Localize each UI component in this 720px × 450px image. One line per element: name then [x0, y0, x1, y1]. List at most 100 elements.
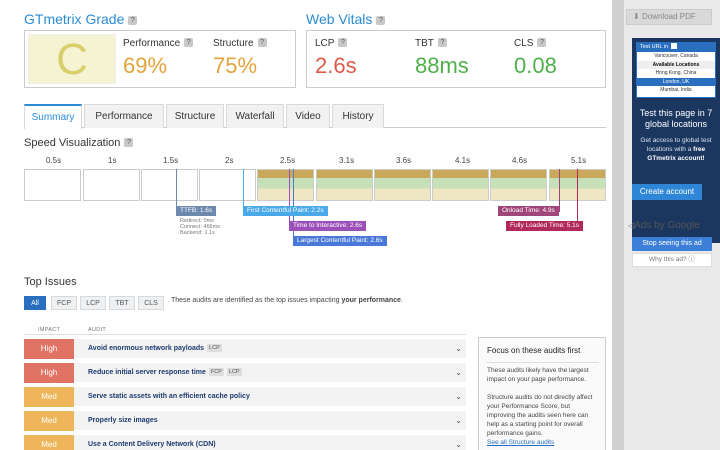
- lcp-line: [293, 169, 294, 237]
- fully-loaded-tag: Fully Loaded Time: 5.1s: [506, 221, 584, 231]
- issue-row[interactable]: High Reduce initial server response time…: [24, 363, 466, 383]
- chevron-down-icon[interactable]: ⌄: [455, 440, 462, 449]
- preview-row: Hong Kong, China: [655, 70, 697, 76]
- preview-row: Vancouver, Canada: [654, 53, 698, 59]
- time-tick: 0.5s: [46, 156, 62, 165]
- help-icon[interactable]: ?: [128, 16, 138, 25]
- promo-text: Get access to global test locations with…: [636, 136, 716, 163]
- impact-badge: High: [24, 339, 74, 359]
- ads-by-label: Ads by Google: [634, 220, 700, 231]
- issue-row[interactable]: Med Properly size images ⌄: [24, 411, 466, 431]
- ttfb-detail: Connect: 466ms: [180, 224, 221, 230]
- filmstrip-frame: [141, 169, 198, 201]
- filter-fcp[interactable]: FCP: [51, 296, 77, 310]
- lcp-value: 2.6s: [315, 53, 357, 78]
- tab-history[interactable]: History: [332, 104, 384, 128]
- stop-seeing-ad-button[interactable]: Stop seeing this ad: [632, 237, 712, 251]
- filmstrip-screenshot: [374, 169, 431, 201]
- tbt-metric: TBT? 88ms: [415, 38, 469, 79]
- metric-tag: FCP: [208, 368, 224, 376]
- filter-all[interactable]: All: [24, 296, 46, 310]
- tbt-label: TBT: [415, 38, 434, 49]
- scrollbar-track[interactable]: [612, 0, 624, 450]
- ads-by-google: ◁Ads by Google: [628, 220, 700, 231]
- time-tick: 3.6s: [396, 156, 412, 165]
- fcp-tag: First Contentful Paint: 2.2s: [243, 206, 328, 216]
- help-icon[interactable]: ?: [437, 38, 447, 47]
- time-tick: 2.5s: [280, 156, 296, 165]
- onload-tag: Onload Time: 4.9s: [498, 206, 559, 216]
- ttfb-tag: TTFB: 1.6s: [176, 206, 217, 216]
- impact-badge: Med: [24, 411, 74, 431]
- structure-label: Structure: [213, 38, 254, 49]
- lcp-label: LCP: [315, 38, 335, 49]
- audit-title: Properly size images: [88, 417, 158, 424]
- locations-preview: Test URL in Vancouver, Canada Available …: [636, 42, 716, 98]
- grade-card: C Performance? 69% Structure? 75%: [24, 30, 296, 88]
- help-icon[interactable]: ?: [537, 38, 547, 47]
- create-account-button[interactable]: Create account: [632, 184, 702, 200]
- promo-ad[interactable]: Test URL in Vancouver, Canada Available …: [632, 38, 720, 243]
- cls-value: 0.08: [514, 53, 557, 78]
- preview-row: Available Locations: [637, 60, 715, 69]
- lcp-tag: Largest Contentful Paint: 2.6s: [293, 236, 387, 246]
- why-this-ad-button[interactable]: Why this ad? ⓘ: [632, 253, 712, 267]
- speed-heading: Speed Visualization?: [24, 137, 134, 149]
- audit-title: Use a Content Delivery Network (CDN): [88, 441, 216, 448]
- time-tick: 4.1s: [455, 156, 471, 165]
- preview-row: Mumbai, India: [660, 87, 692, 93]
- chevron-down-icon[interactable]: ⌄: [455, 392, 462, 401]
- issue-row[interactable]: Med Serve static assets with an efficien…: [24, 387, 466, 407]
- lcp-metric: LCP? 2.6s: [315, 38, 357, 79]
- table-divider: [24, 334, 466, 335]
- tti-tag: Time to Interactive: 2.6s: [289, 221, 367, 231]
- help-icon[interactable]: ?: [257, 38, 267, 47]
- issue-row[interactable]: Med Use a Content Delivery Network (CDN)…: [24, 435, 466, 450]
- filmstrip-frame: [199, 169, 256, 201]
- time-tick: 4.6s: [512, 156, 528, 165]
- download-label: Download PDF: [641, 12, 696, 21]
- sidebar: ⬇ Download PDF Test URL in Vancouver, Ca…: [624, 0, 720, 450]
- filmstrip-screenshot: [316, 169, 373, 201]
- time-tick: 1s: [108, 156, 117, 165]
- issues-note-bold: your performance: [341, 297, 401, 304]
- chevron-down-icon[interactable]: ⌄: [455, 368, 462, 377]
- adchoices-icon: ◁: [628, 221, 635, 230]
- chevron-down-icon[interactable]: ⌄: [455, 416, 462, 425]
- filter-cls[interactable]: CLS: [138, 296, 164, 310]
- tab-performance[interactable]: Performance: [84, 104, 164, 128]
- help-icon[interactable]: ?: [124, 138, 134, 147]
- issue-row[interactable]: High Avoid enormous network payloads LCP …: [24, 339, 466, 359]
- help-icon[interactable]: ?: [184, 38, 194, 47]
- grade-heading: GTmetrix Grade?: [24, 11, 138, 27]
- tab-summary[interactable]: Summary: [24, 104, 82, 129]
- tab-waterfall[interactable]: Waterfall: [226, 104, 284, 128]
- issues-note-end: .: [400, 297, 403, 304]
- tbt-value: 88ms: [415, 53, 469, 78]
- fcp-line: [243, 169, 244, 212]
- cls-label: CLS: [514, 38, 534, 49]
- structure-metric: Structure? 75%: [213, 38, 267, 79]
- download-pdf-button[interactable]: ⬇ Download PDF: [626, 9, 712, 25]
- filmstrip-screenshot: [432, 169, 489, 201]
- focus-divider: [487, 362, 599, 363]
- time-tick: 5.1s: [571, 156, 587, 165]
- performance-metric: Performance? 69%: [123, 38, 194, 79]
- grade-title: GTmetrix Grade: [24, 11, 125, 27]
- help-icon[interactable]: ?: [376, 16, 386, 25]
- chevron-down-icon[interactable]: ⌄: [455, 344, 462, 353]
- audit-title: Avoid enormous network payloads LCP: [88, 339, 222, 359]
- metric-tag: LCP: [226, 368, 242, 376]
- vitals-card: LCP? 2.6s TBT? 88ms CLS? 0.08: [306, 30, 606, 88]
- tab-structure[interactable]: Structure: [166, 104, 224, 128]
- why-ad-label: Why this ad?: [649, 256, 687, 263]
- issues-note: These audits are identified as the top i…: [171, 297, 403, 304]
- tab-video[interactable]: Video: [286, 104, 330, 128]
- metric-tag: LCP: [207, 344, 222, 352]
- structure-audits-link[interactable]: See all Structure audits: [487, 439, 555, 446]
- filter-tbt[interactable]: TBT: [109, 296, 135, 310]
- performance-value: 69%: [123, 53, 168, 78]
- filter-lcp[interactable]: LCP: [80, 296, 106, 310]
- time-tick: 1.5s: [163, 156, 179, 165]
- help-icon[interactable]: ?: [338, 38, 348, 47]
